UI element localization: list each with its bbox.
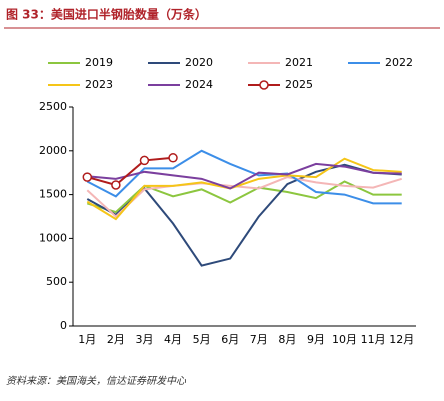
x-tick-label: 4月 [164, 333, 182, 346]
x-tick-label: 2月 [107, 333, 125, 346]
legend-label: 2025 [285, 78, 313, 91]
x-tick-label: 3月 [135, 333, 153, 346]
source-note: 资料来源：美国海关，信达证券研发中心 [6, 375, 187, 387]
legend-label: 2023 [85, 78, 113, 91]
series-line [86, 157, 402, 221]
legend-label: 2022 [385, 56, 413, 69]
x-tick-label: 12月 [389, 333, 414, 346]
series-line [87, 162, 402, 190]
x-tick-label: 9月 [307, 333, 325, 346]
x-tick-label: 1月 [78, 333, 96, 346]
point-marker [111, 180, 121, 190]
legend-label: 2021 [285, 56, 313, 69]
x-tick-label: 5月 [193, 333, 211, 346]
legend-marker [259, 80, 269, 90]
point-marker [139, 155, 150, 166]
legend-label: 2020 [185, 56, 213, 69]
x-tick-label: 6月 [221, 333, 239, 346]
x-tick-label: 8月 [278, 333, 296, 346]
y-tick-label: 0 [60, 319, 67, 332]
point-marker [82, 172, 93, 182]
series-line [87, 156, 174, 187]
x-tick-label: 10月 [332, 333, 357, 346]
legend-label: 2019 [85, 56, 113, 69]
y-tick-label: 2000 [39, 144, 67, 157]
y-tick-label: 2500 [39, 100, 67, 113]
legend-label: 2024 [185, 78, 213, 91]
series-line [86, 176, 403, 218]
point-marker [168, 153, 178, 163]
y-tick-label: 1000 [39, 231, 67, 244]
y-tick-label: 500 [46, 275, 67, 288]
x-tick-label: 7月 [250, 333, 268, 346]
y-tick-label: 1500 [39, 188, 67, 201]
chart-title: 图 33：美国进口半钢胎数量（万条） [6, 7, 207, 22]
x-tick-label: 11月 [361, 333, 386, 346]
